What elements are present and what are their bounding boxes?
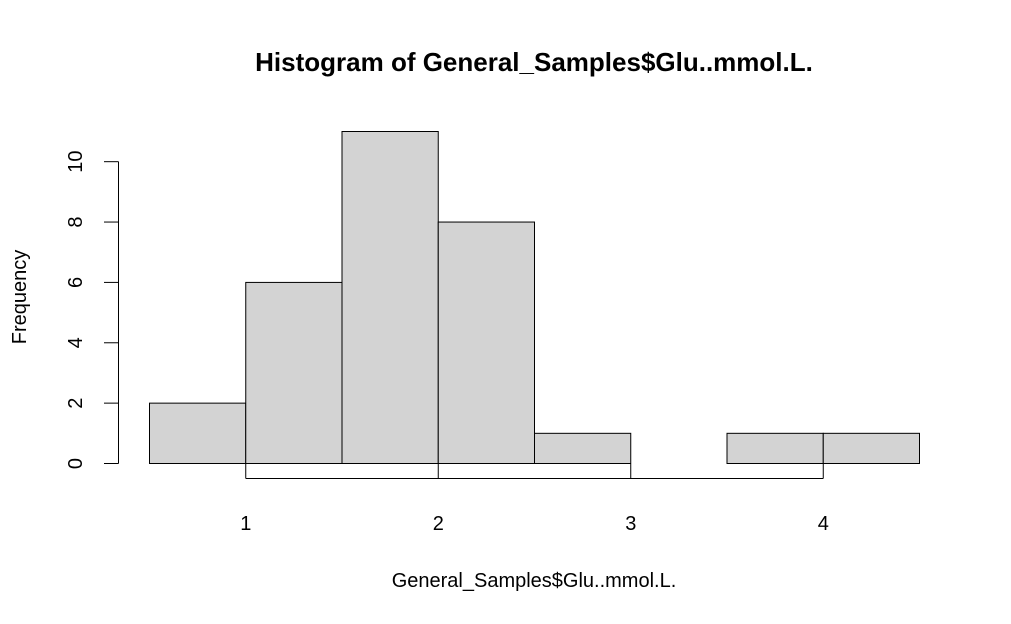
y-tick-label-1: 2 [65,398,87,409]
y-tick-label-4: 8 [65,216,87,227]
histogram-bar-1 [245,281,343,464]
histogram-bar-7 [822,432,920,464]
x-tick-label-2: 3 [625,513,636,535]
x-axis-label: General_Samples$Glu..mmol.L. [392,570,677,592]
histogram-bar-6 [726,432,824,464]
x-axis-ticks: 1 2 3 4 [240,464,829,535]
histogram-bar-0 [149,402,247,464]
y-axis-ticks: 0 2 4 6 8 10 [65,151,119,469]
histogram-bar-4 [534,432,632,464]
x-tick-label-3: 4 [818,513,829,535]
x-tick-label-1: 2 [433,513,444,535]
y-tick-label-3: 6 [65,277,87,288]
bars-group [149,131,920,464]
x-tick-label-0: 1 [240,513,251,535]
y-tick-label-0: 0 [65,458,87,469]
y-axis-label: Frequency [9,250,31,345]
histogram-bar-3 [437,221,535,464]
y-tick-label-2: 4 [65,337,87,348]
chart-title: Histogram of General_Samples$Glu..mmol.L… [255,47,813,77]
histogram-bar-2 [341,131,439,464]
y-tick-label-5: 10 [65,151,87,173]
